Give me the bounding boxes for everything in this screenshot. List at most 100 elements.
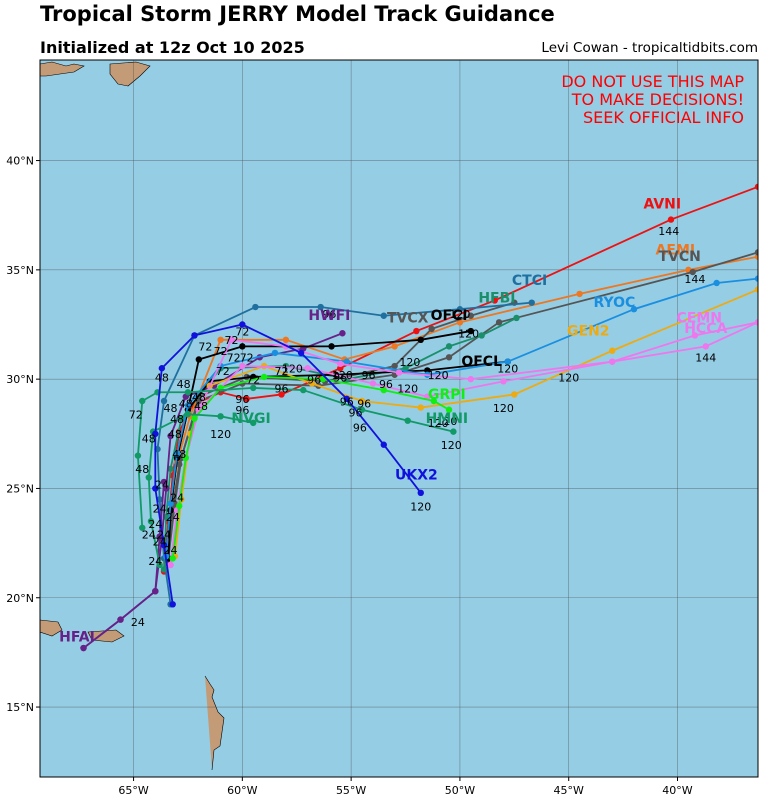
forecast-hour-label: 24 [131, 616, 145, 629]
forecast-hour-label: 72 [235, 325, 249, 338]
forecast-hour-label: 96 [340, 395, 354, 408]
track-line-tvcx [167, 301, 515, 559]
forecast-hour-label: 96 [235, 393, 249, 406]
forecast-hour-label: 120 [399, 356, 420, 369]
model-label-gen2: GEN2 [567, 323, 610, 339]
track-point [160, 542, 168, 549]
forecast-hour-label: 48 [192, 391, 206, 404]
track-point [134, 452, 142, 459]
track-point [239, 321, 246, 328]
track-point [191, 332, 198, 339]
track-point [139, 524, 146, 531]
track-point [609, 347, 616, 354]
track-point [156, 533, 163, 540]
lat-tick-label: 40°N [6, 155, 34, 168]
track-point [243, 395, 250, 403]
forecast-hour-label: 120 [397, 382, 418, 395]
track-point [343, 358, 350, 365]
track-point [167, 561, 174, 569]
track-point [80, 644, 87, 652]
nova-scotia-land [40, 61, 85, 77]
forecast-hour-label: 48 [135, 463, 149, 476]
forecast-hour-label: 24 [155, 478, 169, 491]
forecast-hour-label: 48 [179, 398, 193, 411]
track-point [380, 386, 387, 394]
forecast-hour-labels: 1447214412096120249612012012014412012012… [129, 225, 717, 629]
track-point [467, 312, 474, 319]
model-label-tvcn: TVCN [658, 249, 700, 265]
track-point [702, 343, 709, 350]
track-point [713, 279, 720, 287]
track-point [576, 290, 583, 298]
track-point [300, 386, 307, 394]
track-point [456, 306, 464, 313]
track-point [167, 465, 174, 472]
track-point [358, 406, 366, 413]
forecast-hour-label: 72 [227, 352, 241, 365]
model-label-ukx2: UKX2 [395, 468, 438, 484]
forecast-hour-label: 24 [166, 511, 180, 524]
lat-tick-label: 15°N [6, 701, 34, 714]
forecast-hour-label: 72 [246, 374, 260, 387]
forecast-hour-label: 96 [322, 308, 336, 321]
model-label-hmni: HMNI [426, 411, 469, 427]
forecast-hour-label: 120 [493, 402, 514, 415]
model-label-nvgi: NVGI [231, 411, 270, 427]
track-point [217, 413, 224, 420]
track-point [158, 365, 166, 372]
forecast-hour-label: 72 [275, 365, 289, 378]
forecast-hour-label: 24 [164, 544, 178, 557]
track-point [191, 415, 198, 422]
track-point [478, 332, 485, 339]
lesser-antilles-land [204, 675, 225, 771]
track-point [380, 441, 387, 448]
forecast-hour-label: 48 [142, 433, 156, 446]
track-point [169, 601, 176, 608]
forecast-hour-label: 24 [148, 518, 162, 531]
forecast-hour-label: 24 [148, 555, 162, 568]
track-point [239, 362, 246, 370]
track-point [328, 343, 335, 350]
track-point [467, 375, 474, 383]
forecast-hour-label: 96 [379, 378, 393, 391]
track-point [173, 450, 181, 457]
forecast-hour-label: 24 [142, 529, 156, 542]
forecast-hour-label: 72 [216, 365, 230, 378]
track-point [424, 367, 431, 374]
puerto-rico-land [87, 629, 125, 643]
track-point [117, 616, 124, 623]
newfoundland-land [109, 61, 151, 87]
track-point [239, 343, 246, 350]
track-point [528, 299, 535, 306]
forecast-hour-label: 96 [362, 369, 376, 382]
track-point [182, 454, 189, 462]
forecast-hour-label: 24 [157, 529, 171, 542]
track-line-ryoc [165, 277, 758, 557]
model-label-tvcx: TVCX [387, 310, 429, 326]
track-point [609, 358, 616, 365]
warning-text: DO NOT USE THIS MAP TO MAKE DECISIONS! S… [561, 72, 744, 127]
forecast-hour-label: 96 [275, 382, 289, 395]
forecast-hour-label: 120 [449, 308, 470, 321]
forecast-hour-label: 48 [168, 428, 182, 441]
track-point [428, 325, 435, 333]
track-line-hmni [137, 386, 454, 528]
forecast-hour-label: 120 [210, 428, 231, 441]
track-point [504, 358, 511, 365]
track-point [689, 268, 696, 276]
model-label-grpi: GRPI [428, 387, 466, 403]
model-label-aemi: AEMI [656, 243, 696, 259]
track-point [413, 327, 420, 335]
track-point [417, 336, 424, 344]
track-point [160, 397, 168, 405]
track-point [450, 428, 457, 435]
model-label-cemn: CEMN [677, 310, 723, 326]
track-point [445, 406, 453, 413]
forecast-hour-label: 144 [684, 273, 705, 286]
track-point [160, 478, 168, 486]
forecast-hour-label: 120 [332, 369, 353, 382]
track-point [445, 354, 453, 361]
track-point [250, 419, 257, 427]
track-point [754, 249, 758, 256]
lon-tick-label: 50°W [445, 784, 475, 797]
